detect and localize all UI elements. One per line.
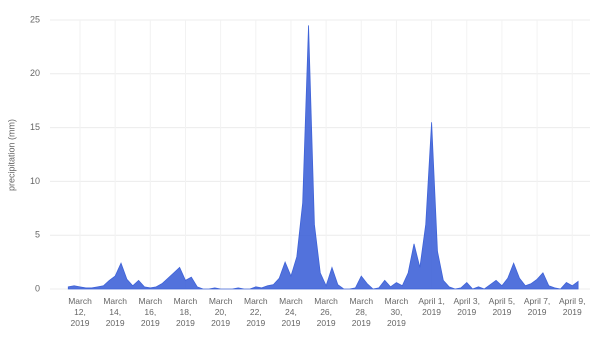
y-tick-label: 0	[35, 283, 40, 293]
x-tick-label: March 16, 2019	[135, 296, 165, 329]
x-tick-label: March 22, 2019	[241, 296, 271, 329]
y-tick-label: 5	[35, 230, 40, 240]
x-tick-label: March 24, 2019	[276, 296, 306, 329]
x-tick-label: April 1, 2019	[417, 296, 447, 318]
x-tick-label: March 30, 2019	[381, 296, 411, 329]
y-tick-label: 15	[30, 122, 40, 132]
x-tick-label: March 20, 2019	[206, 296, 236, 329]
y-axis-label: precipitation (mm)	[6, 119, 16, 191]
x-tick-label: April 9, 2019	[557, 296, 587, 318]
y-tick-label: 20	[30, 68, 40, 78]
chart: precipitation (mm) 0 5 10 15 20 25 March 12, …	[0, 0, 592, 345]
x-tick-label: March 12, 2019	[65, 296, 95, 329]
x-tick-label: April 7, 2019	[522, 296, 552, 318]
x-tick-label: April 5, 2019	[487, 296, 517, 318]
x-tick-label: March 18, 2019	[170, 296, 200, 329]
plot: precipitation (mm) 0 5 10 15 20 25	[0, 0, 592, 345]
y-tick-label: 10	[30, 176, 40, 186]
x-tick-label: March 14, 2019	[100, 296, 130, 329]
x-tick-label: March 26, 2019	[311, 296, 341, 329]
y-tick-label: 25	[30, 14, 40, 24]
x-tick-label: March 28, 2019	[346, 296, 376, 329]
x-tick-label: April 3, 2019	[452, 296, 482, 318]
